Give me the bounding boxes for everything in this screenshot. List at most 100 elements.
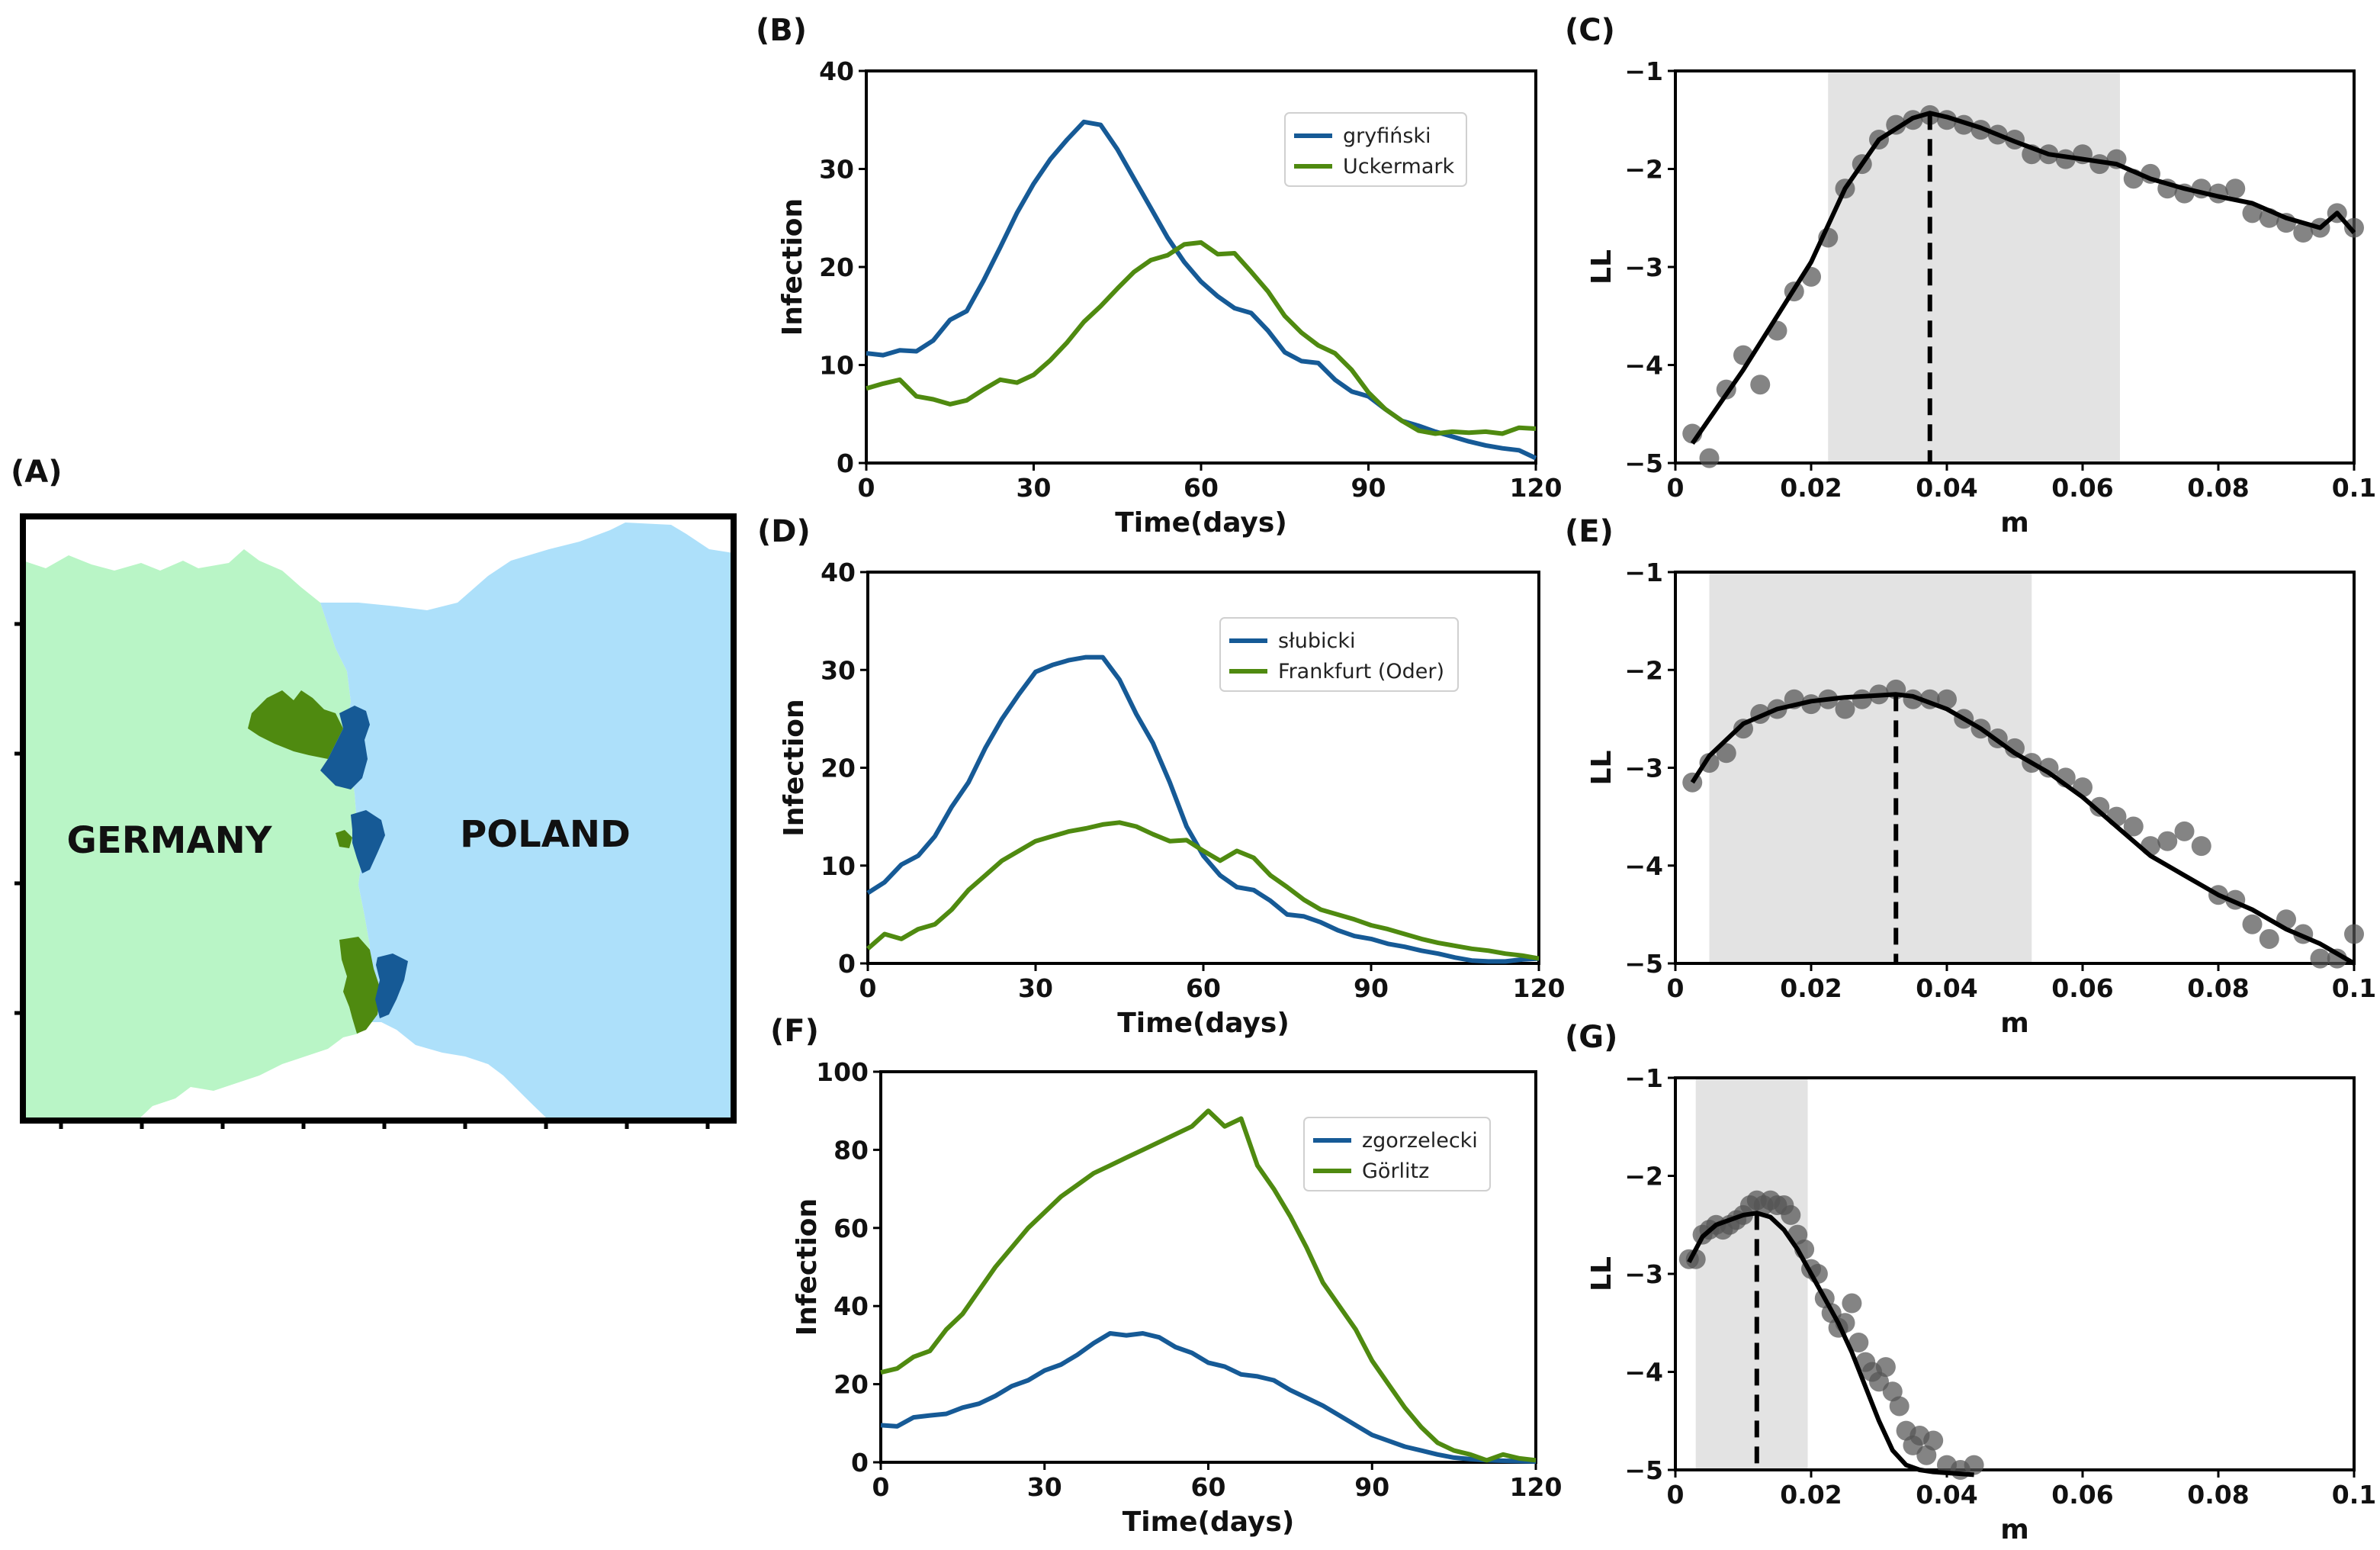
panel-label-d: (D) <box>757 514 811 549</box>
x-tick-label: 30 <box>1018 973 1053 1003</box>
likelihood-point <box>2344 924 2364 944</box>
legend-entry: gryfiński <box>1343 124 1431 148</box>
likelihood-point <box>2123 816 2144 837</box>
likelihood-point <box>1889 1396 1909 1417</box>
likelihood-point <box>2242 914 2263 934</box>
x-tick-label: 0.08 <box>2187 1480 2249 1510</box>
legend-entry: zgorzelecki <box>1362 1129 1478 1153</box>
likelihood-point <box>1852 689 1872 709</box>
gorlitz-region <box>339 937 381 1034</box>
y-tick-label: 60 <box>833 1214 869 1243</box>
gryfinski-region <box>320 706 370 789</box>
series-line-poland <box>866 119 1537 461</box>
chart-panel-f: (F) 0 30 60 90 120 0 20 40 60 80 100 Time(days) Infec… <box>770 1014 1562 1538</box>
series-line-germany <box>866 240 1537 436</box>
x-tick-label: 30 <box>1027 1472 1062 1502</box>
slubicki-region <box>351 810 385 873</box>
chart-panel-d: (D) 0 30 60 90 120 0 10 20 30 40 Time(days) Infectio… <box>757 514 1565 1039</box>
likelihood-point <box>2157 831 2178 851</box>
x-tick-label: 0.1 <box>2332 973 2376 1003</box>
map-panel: (A) GERMANY POLAND <box>11 455 737 1129</box>
x-axis-label: m <box>2000 507 2029 539</box>
y-tick-label: 30 <box>821 655 856 685</box>
likelihood-point <box>2005 738 2025 758</box>
likelihood-point <box>2038 757 2059 778</box>
panel-label-f: (F) <box>770 1014 819 1049</box>
y-tick-label: 30 <box>819 155 854 185</box>
y-tick-label: −3 <box>1624 252 1663 282</box>
uckermark-region <box>248 690 343 759</box>
y-tick-label: 20 <box>821 754 856 783</box>
legend: gryfiński Uckermark <box>1284 112 1467 187</box>
y-axis-label: Infection <box>779 699 810 836</box>
x-tick-label: 0.08 <box>2187 973 2249 1003</box>
y-tick-label: 40 <box>833 1291 869 1321</box>
map-ticks <box>14 622 710 1129</box>
panel-label-b: (B) <box>756 13 807 48</box>
likelihood-point <box>1750 375 1771 395</box>
y-tick-label: −4 <box>1624 1358 1663 1388</box>
y-tick-label: −1 <box>1624 558 1663 587</box>
y-tick-label: −2 <box>1624 655 1663 685</box>
map-sea-notch <box>480 1064 549 1121</box>
x-tick-label: 0.04 <box>1916 973 1977 1003</box>
x-tick-label: 0.08 <box>2187 473 2249 503</box>
likelihood-point <box>2174 821 2195 841</box>
x-tick-label: 0.1 <box>2332 1480 2376 1510</box>
series-line-germany <box>880 1108 1537 1463</box>
y-axis-label: LL <box>1586 1256 1617 1291</box>
x-tick-label: 0 <box>859 973 877 1003</box>
y-tick-label: −1 <box>1624 1063 1663 1093</box>
y-axis-label: Infection <box>777 198 808 336</box>
x-tick-label: 0.1 <box>2332 473 2376 503</box>
likelihood-point <box>2344 217 2364 238</box>
likelihood-point <box>1781 1204 1801 1225</box>
likelihood-fit-curve <box>1687 1211 1974 1478</box>
series-line-poland <box>866 654 1540 964</box>
panel-label-e: (E) <box>1565 514 1614 549</box>
y-axis-label: LL <box>1586 751 1617 786</box>
x-axis-label: Time(days) <box>1115 507 1287 539</box>
x-tick-label: 120 <box>1510 1472 1563 1502</box>
likelihood-point <box>2259 928 2279 949</box>
x-tick-label: 0.02 <box>1780 1480 1842 1510</box>
x-tick-label: 90 <box>1354 1472 1389 1502</box>
x-tick-label: 120 <box>1513 973 1566 1003</box>
series-line-germany <box>866 820 1540 961</box>
confidence-interval-shade <box>1695 1078 1808 1470</box>
likelihood-point <box>1937 689 1957 709</box>
y-tick-label: −5 <box>1624 949 1663 979</box>
likelihood-point <box>1848 1332 1869 1352</box>
series-line-poland <box>880 1331 1537 1464</box>
x-tick-label: 0.06 <box>2051 973 2113 1003</box>
likelihood-fit-curve <box>1690 111 2356 445</box>
x-axis-label: Time(days) <box>1117 1008 1290 1039</box>
panel-label-a: (A) <box>11 455 63 490</box>
y-tick-label: 80 <box>833 1135 869 1165</box>
x-tick-label: 90 <box>1351 473 1386 503</box>
zgorzelecki-region <box>375 953 408 1018</box>
x-tick-label: 0.04 <box>1916 1480 1977 1510</box>
y-tick-label: 20 <box>833 1370 869 1400</box>
legend: zgorzelecki Görlitz <box>1303 1117 1491 1191</box>
x-tick-label: 120 <box>1510 473 1563 503</box>
y-tick-label: 0 <box>851 1448 869 1478</box>
y-tick-label: −1 <box>1624 56 1663 86</box>
y-tick-label: 10 <box>819 351 854 381</box>
y-tick-label: 40 <box>819 56 854 86</box>
x-tick-label: 0 <box>1667 473 1685 503</box>
x-tick-label: 0.02 <box>1780 473 1842 503</box>
likelihood-point <box>1875 1357 1896 1378</box>
y-axis-label: Infection <box>792 1198 823 1336</box>
panel-label-g: (G) <box>1565 1020 1617 1055</box>
likelihood-point <box>2089 796 2110 817</box>
y-tick-label: 100 <box>816 1057 869 1087</box>
chart-panel-g: (G) 0 0.02 0.04 0.06 0.08 0.1 −5 −4 −3 −2 −1 m LL <box>1565 1020 2376 1545</box>
poland-label: POLAND <box>460 813 631 856</box>
y-tick-label: 0 <box>837 449 854 478</box>
y-tick-label: 0 <box>838 949 856 979</box>
likelihood-point <box>2191 836 2211 857</box>
x-tick-label: 60 <box>1186 973 1221 1003</box>
y-tick-label: −3 <box>1624 754 1663 783</box>
